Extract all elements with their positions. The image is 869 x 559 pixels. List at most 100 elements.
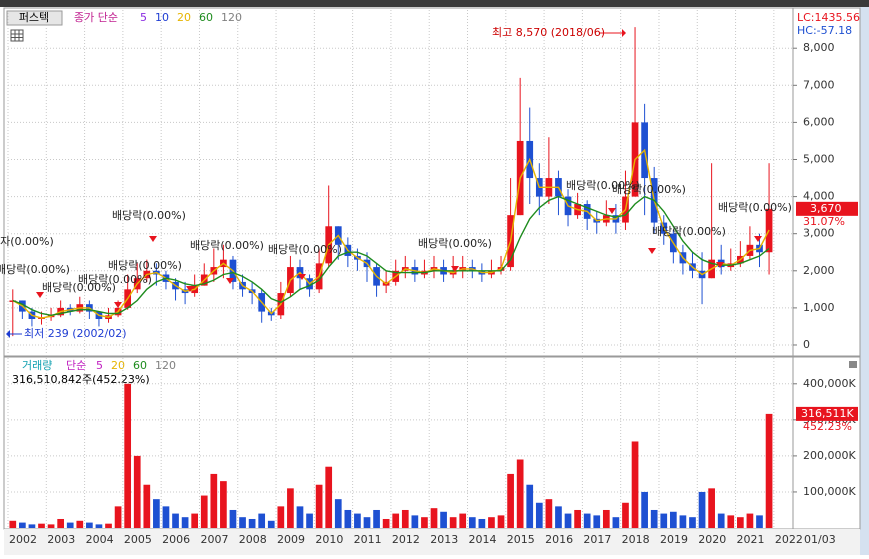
x-tick-label: 2012 — [392, 533, 420, 546]
volume-bar — [756, 515, 763, 528]
volume-bar — [516, 459, 524, 528]
volume-bar — [612, 517, 620, 528]
annotation: 배당락(0.00%) — [652, 225, 726, 238]
volume-bar — [497, 515, 505, 528]
volume-bar — [344, 509, 352, 528]
volume-bar — [315, 484, 323, 528]
annotation: 배당락(0.00%) — [190, 239, 264, 252]
x-tick-label: 2003 — [47, 533, 75, 546]
volume-bar — [210, 473, 218, 528]
volume-bar — [631, 441, 639, 528]
table-icon[interactable] — [10, 29, 24, 42]
annotation: 배당락(0.00%) — [718, 201, 792, 214]
volume-bar — [38, 523, 45, 528]
volume-bar — [430, 508, 438, 528]
volume-bar — [354, 513, 361, 528]
volume-bar — [717, 513, 725, 528]
price-frame — [3, 7, 861, 357]
current-change: 31.07% — [803, 215, 845, 228]
volume-bar — [488, 517, 495, 528]
x-tick-label: 2010 — [315, 533, 343, 546]
volume-bar — [200, 495, 208, 528]
lc-label: LC:1435.56 — [797, 11, 860, 24]
x-tick-label: 2002 — [9, 533, 37, 546]
x-tick-label: 2020 — [698, 533, 726, 546]
legend-entry: 10 — [155, 11, 169, 24]
annotation: 배당락(0.00%) — [0, 263, 70, 276]
volume-bar — [47, 524, 55, 528]
stock-button[interactable] — [6, 10, 63, 26]
legend-entry: 120 — [155, 359, 176, 372]
dividend-marker — [186, 286, 194, 292]
volume-bar — [181, 517, 189, 528]
legend-entry: 5 — [96, 359, 103, 372]
volume-bar — [765, 413, 773, 528]
price-box — [796, 201, 858, 216]
volume-bar — [114, 506, 122, 528]
volume-bar — [622, 502, 629, 528]
volume-ma-label: 단순 — [66, 359, 86, 372]
volume-bar — [401, 509, 409, 528]
volume-bar — [86, 522, 93, 528]
right-strip — [860, 7, 869, 555]
y-tick-label: 2,000 — [803, 264, 835, 277]
volume-bar — [28, 524, 36, 528]
annotation: 감자(0.00%) — [0, 235, 54, 248]
annotation: 배당락(0.00%) — [418, 237, 492, 250]
current-volume-change: 452.23% — [803, 420, 852, 433]
x-tick-label: 2019 — [660, 533, 688, 546]
volume-bar — [277, 506, 285, 528]
y-tick-label: 6,000 — [803, 115, 835, 128]
volume-bar — [191, 513, 199, 528]
volume-bar — [564, 513, 572, 528]
volume-bar — [66, 522, 74, 528]
volume-bar — [679, 515, 687, 528]
volume-bar — [449, 517, 457, 528]
volume-bar — [746, 513, 754, 528]
annotation: 배당락(0.00%) — [612, 183, 686, 196]
x-tick-label: 2014 — [469, 533, 497, 546]
volume-bar — [468, 517, 476, 528]
volume-title: 거래량 — [22, 359, 52, 372]
annotation: 배당락(0.00%) — [78, 273, 152, 286]
volume-bar — [105, 523, 112, 528]
dividend-marker — [754, 236, 762, 242]
volume-bar — [248, 518, 256, 528]
ma-line — [12, 148, 770, 319]
volume-bar — [641, 491, 648, 528]
dividend-marker — [298, 274, 306, 280]
volume-bar — [545, 499, 553, 528]
volume-bar — [507, 473, 514, 528]
x-tick-label: 2022 — [775, 533, 803, 546]
x-tick-label: 2011 — [354, 533, 382, 546]
volume-bar — [57, 518, 65, 528]
volume-bar — [153, 499, 160, 528]
dividend-marker — [114, 302, 122, 308]
volume-bar — [287, 488, 294, 528]
legend-entry: 60 — [133, 359, 147, 372]
x-tick-label: 2006 — [162, 533, 190, 546]
panel-button[interactable] — [849, 361, 857, 368]
dividend-marker — [608, 208, 616, 214]
volume-bar — [382, 518, 390, 528]
x-tick-label: 2007 — [200, 533, 228, 546]
annotation-arrow — [6, 330, 10, 338]
dividend-marker — [451, 266, 459, 272]
volume-bar — [306, 513, 313, 528]
x-tick-label: 2016 — [545, 533, 573, 546]
volume-bar — [363, 517, 371, 528]
dividend-marker — [226, 278, 234, 284]
volume-bar — [689, 517, 696, 528]
volume-bar — [555, 506, 562, 528]
legend-entry: 120 — [221, 11, 242, 24]
x-tick-label: 2013 — [430, 533, 458, 546]
x-tick-label: 2021 — [737, 533, 765, 546]
volume-bar — [258, 513, 266, 528]
x-tick-label: 2018 — [622, 533, 650, 546]
volume-bar — [220, 481, 227, 528]
volume-bar — [583, 513, 591, 528]
current-price: 3,670 — [810, 202, 842, 215]
volume-bar — [698, 491, 706, 528]
volume-bar — [602, 509, 610, 528]
